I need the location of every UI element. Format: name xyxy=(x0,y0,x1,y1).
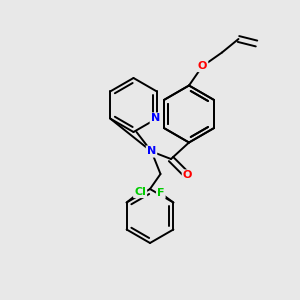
Text: Cl: Cl xyxy=(134,187,146,197)
Text: O: O xyxy=(183,170,192,181)
Text: N: N xyxy=(147,146,156,157)
Text: O: O xyxy=(198,61,207,71)
Text: F: F xyxy=(157,188,164,198)
Text: N: N xyxy=(151,113,160,124)
